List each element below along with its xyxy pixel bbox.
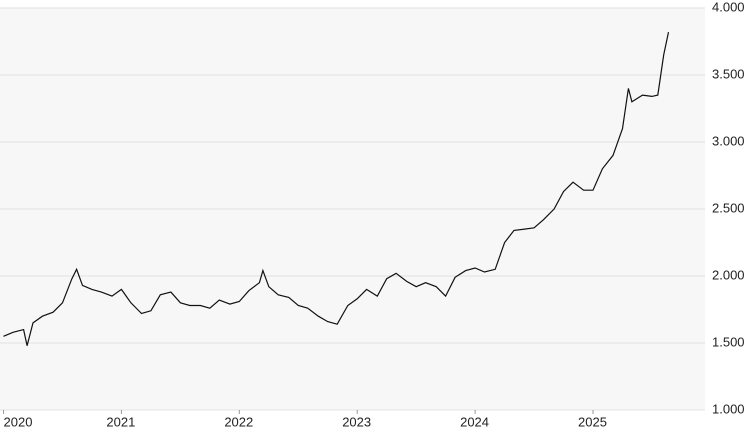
y-tick-label: 4.000 xyxy=(712,0,745,14)
x-tick-label: 2022 xyxy=(224,414,253,429)
x-tick-label: 2024 xyxy=(460,414,489,429)
y-tick-label: 2.000 xyxy=(712,267,745,282)
y-tick-label: 3.500 xyxy=(712,66,745,81)
y-tick-label: 3.000 xyxy=(712,133,745,148)
y-tick-label: 1.000 xyxy=(712,401,745,416)
x-tick-label: 2025 xyxy=(578,414,607,429)
y-tick-label: 1.500 xyxy=(712,334,745,349)
x-tick-label: 2021 xyxy=(106,414,135,429)
price-line xyxy=(3,31,670,346)
y-tick-label: 2.500 xyxy=(712,200,745,215)
x-tick-label: 2020 xyxy=(4,414,33,429)
x-tick-label: 2023 xyxy=(342,414,371,429)
